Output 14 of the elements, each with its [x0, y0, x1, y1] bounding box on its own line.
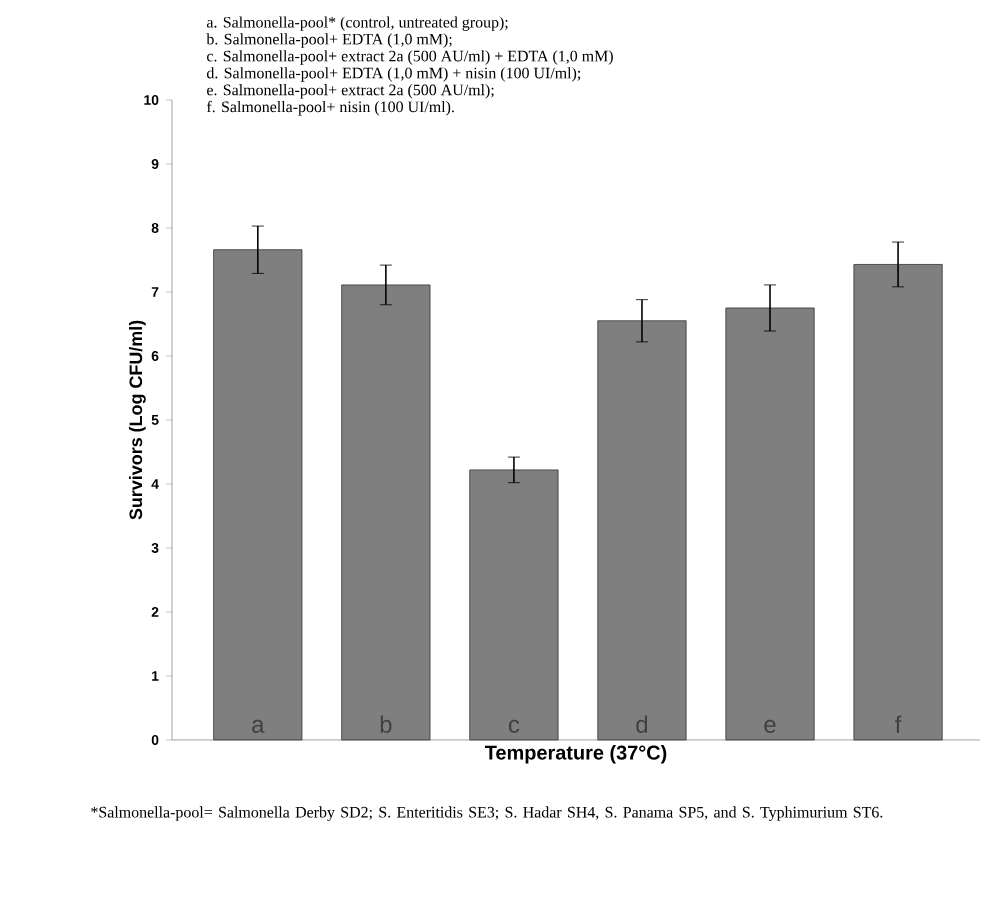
x-tick-label: b	[380, 715, 392, 733]
bar	[341, 284, 431, 741]
x-tick-label: c	[508, 719, 520, 733]
bar	[853, 264, 943, 741]
x-tick-label: f	[895, 715, 902, 733]
x-tick-label: a	[252, 719, 265, 733]
bar	[597, 320, 687, 741]
bar	[213, 249, 303, 741]
x-tick-label: d	[636, 715, 648, 733]
x-axis-title: Temperature (37°C)	[484, 745, 667, 764]
bar	[725, 307, 815, 741]
y-axis-title: Survivors (Log CFU/ml)	[128, 320, 146, 520]
x-tick-label: e	[764, 719, 776, 733]
bar	[469, 469, 559, 741]
